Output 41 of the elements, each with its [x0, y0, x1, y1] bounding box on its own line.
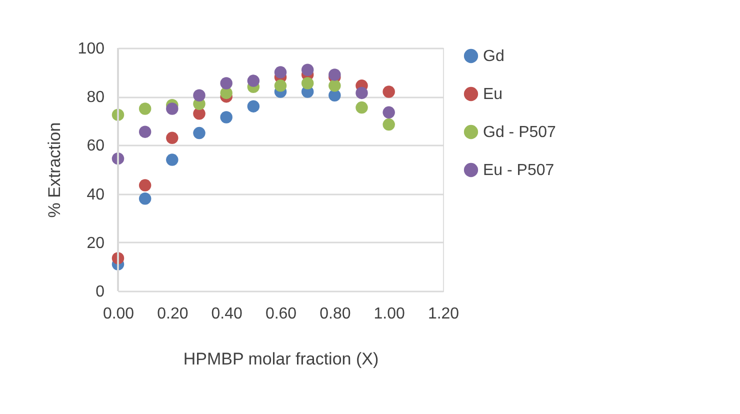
point — [138, 102, 152, 115]
point — [247, 74, 260, 87]
point — [274, 66, 287, 78]
legend-label: Gd - P507 — [483, 124, 556, 141]
point — [193, 126, 206, 140]
y-axis-title: % Extraction — [44, 122, 64, 218]
point — [382, 86, 395, 98]
point — [138, 179, 152, 192]
point — [382, 118, 395, 131]
y-tick-label: 0 — [96, 284, 105, 300]
x-tick-label: 0.00 — [102, 306, 134, 322]
point — [301, 77, 314, 90]
point — [301, 64, 314, 76]
legend-label: Gd — [483, 48, 504, 65]
y-tick-label: 20 — [86, 234, 105, 252]
point — [193, 89, 206, 102]
point — [274, 80, 287, 92]
point — [356, 86, 368, 100]
legend-label: Eu - P507 — [483, 162, 554, 179]
point — [166, 102, 178, 115]
x-tick-label: 0.40 — [211, 306, 243, 322]
x-tick-label: 0.80 — [320, 306, 351, 322]
point — [166, 132, 178, 144]
point — [247, 100, 260, 112]
point — [356, 101, 368, 114]
point — [138, 126, 152, 138]
y-tick-label: 100 — [78, 40, 105, 58]
point — [220, 111, 232, 124]
point — [138, 192, 152, 205]
x-tick-label: 0.20 — [157, 306, 188, 322]
y-tick-label: 40 — [86, 186, 105, 204]
y-tick-label: 80 — [86, 89, 105, 106]
y-tick-label: 60 — [86, 138, 105, 155]
point — [220, 77, 232, 90]
x-tick-label: 1.00 — [374, 306, 406, 322]
x-axis-title: HPMBP molar fraction (X) — [183, 350, 379, 368]
point — [382, 106, 395, 119]
legend-label: Eu — [483, 86, 503, 103]
point — [166, 154, 178, 166]
x-tick-label: 1.20 — [428, 306, 460, 322]
x-tick-label: 0.60 — [265, 306, 297, 322]
